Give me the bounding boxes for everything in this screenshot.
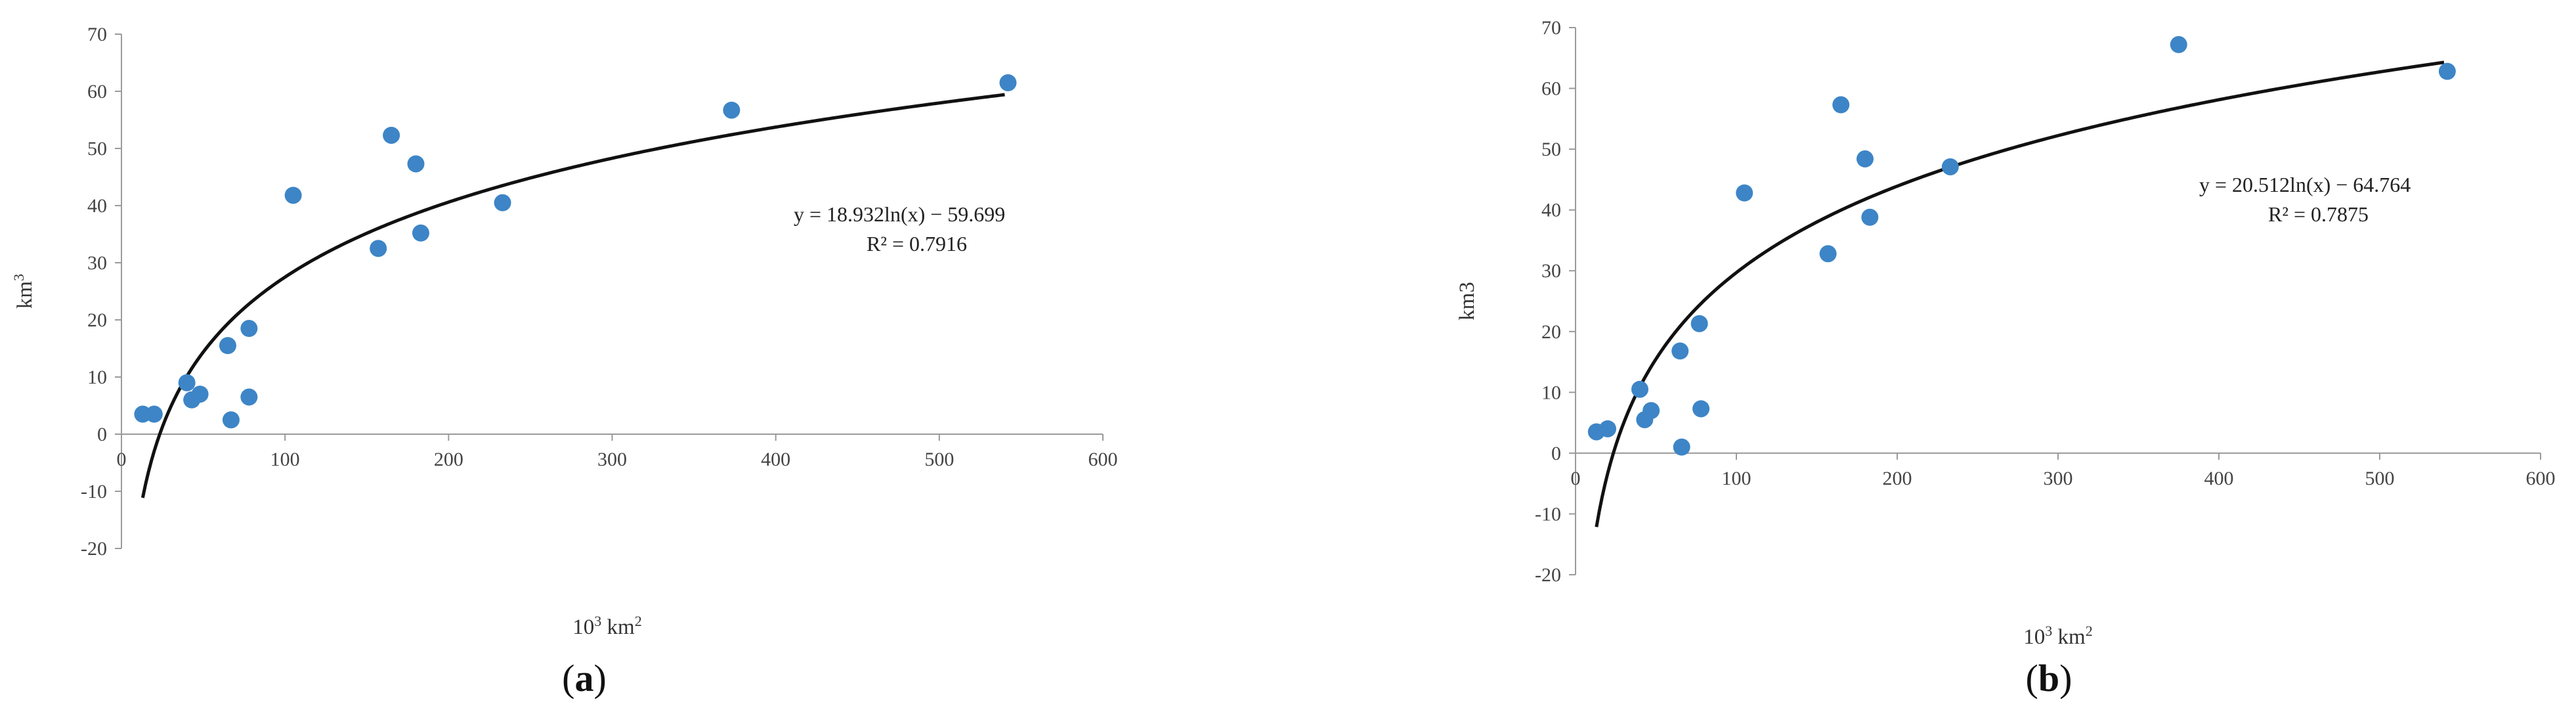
y-axis-label-base: km [13,281,37,309]
data-point [1690,315,1708,332]
data-point [191,386,209,403]
y-tick-label: 30 [1541,260,1561,282]
data-point [1692,400,1710,418]
data-point [1861,208,1879,226]
data-point [2170,35,2187,53]
y-tick-label: 60 [1541,78,1561,100]
y-tick-label: -20 [1535,564,1561,586]
data-point [240,388,258,406]
data-point [240,320,258,338]
y-axis-label: km3 [1455,282,1479,321]
y-tick-label: -10 [1535,503,1561,525]
x-tick-label: 100 [270,449,300,470]
panel-label: (a) [562,657,607,700]
x-tick-label: 400 [761,449,790,470]
x-tick-label: 500 [2365,468,2395,489]
panel-label: (b) [2026,657,2072,700]
data-point [1631,380,1648,398]
data-point [1857,150,1874,167]
x-axis-label-sup: 3 [594,613,601,629]
data-point [284,187,302,204]
y-tick-label: 50 [1541,139,1561,160]
y-tick-label: 20 [1541,321,1561,343]
y-tick-label: 10 [1541,382,1561,403]
y-tick-label: -20 [81,538,107,560]
chart-panel-b: -20 -10 0 10 20 30 40 50 60 70 0 100 200 300 400 500 600… [1455,17,2556,700]
x-axis-label-unit: km [2052,625,2086,649]
data-point [412,224,429,242]
data-point [1819,245,1837,263]
trendline-curve [1595,60,2445,527]
data-point [145,405,163,423]
chart-panel-a: -20 -10 0 10 20 30 40 50 60 70 0 100 200 300 400 500 600… [11,24,1118,700]
y-tick-label: 70 [1541,17,1561,39]
x-axis-label-base: 10 [2023,625,2045,649]
y-tick-label: -10 [81,481,107,502]
y-tick-label: 40 [1541,200,1561,221]
y-tick-label: 60 [87,81,107,102]
y-tick-label: 10 [87,367,107,388]
x-tick-label: 300 [597,449,627,470]
x-tick-label: 200 [1883,468,1912,489]
r-squared-label: R² = 0.7875 [2268,202,2369,226]
data-point [407,155,425,173]
data-point [2438,62,2456,80]
data-point [1832,96,1850,114]
x-tick-label: 0 [117,449,127,470]
x-axis-label-sup: 3 [2045,623,2052,639]
x-tick-label: 600 [2526,468,2556,489]
y-tick-label: 20 [87,309,107,331]
r-squared-label: R² = 0.7916 [867,232,967,256]
data-point [178,374,196,391]
y-tick-label: 0 [1551,443,1561,464]
y-tick-label: 40 [87,195,107,217]
x-axis-label: 103 km2 [2023,623,2092,650]
y-tick-label: 0 [97,424,107,445]
data-point [383,126,400,144]
x-axis-label-unit: km [601,615,635,639]
x-tick-label: 400 [2204,468,2234,489]
panel-label-close: ) [594,657,607,700]
x-tick-label: 500 [924,449,954,470]
y-tick-label: 30 [87,252,107,274]
data-point [1671,342,1689,360]
panel-label-open: ( [562,657,574,700]
x-tick-label: 100 [1722,468,1751,489]
y-axis-label-base: km3 [1455,282,1479,321]
x-tick-label: 200 [434,449,463,470]
data-point [723,101,741,119]
data-point [219,337,236,355]
data-point [999,74,1017,91]
data-point [1642,402,1660,420]
data-point [1736,184,1753,202]
x-axis-label-unit-sup: 2 [635,613,642,629]
panel-label-close: ) [2059,657,2072,700]
data-point [222,411,240,429]
y-axis-label-sup: 3 [11,274,27,281]
data-point [1941,158,1959,175]
y-tick-label: 50 [87,138,107,160]
data-point [494,194,511,211]
x-tick-label: 600 [1088,449,1118,470]
trendline-equation: y = 18.932ln(x) − 59.699 [794,202,1005,226]
trendline-equation: y = 20.512ln(x) − 64.764 [2199,173,2411,196]
x-axis-label-unit-sup: 2 [2086,623,2093,639]
data-point [370,240,387,257]
data-point [1599,420,1616,437]
x-axis-label: 103 km2 [572,613,641,640]
panel-label-letter: a [575,657,594,700]
panel-label-open: ( [2026,657,2038,700]
y-tick-label: 70 [87,24,107,45]
data-point [1673,438,1690,456]
x-tick-label: 300 [2044,468,2073,489]
panel-label-letter: b [2038,657,2059,700]
x-tick-label: 0 [1571,468,1581,489]
x-axis-label-base: 10 [572,615,594,639]
trendline-curve [140,93,1005,499]
y-axis-label: km3 [11,274,37,309]
